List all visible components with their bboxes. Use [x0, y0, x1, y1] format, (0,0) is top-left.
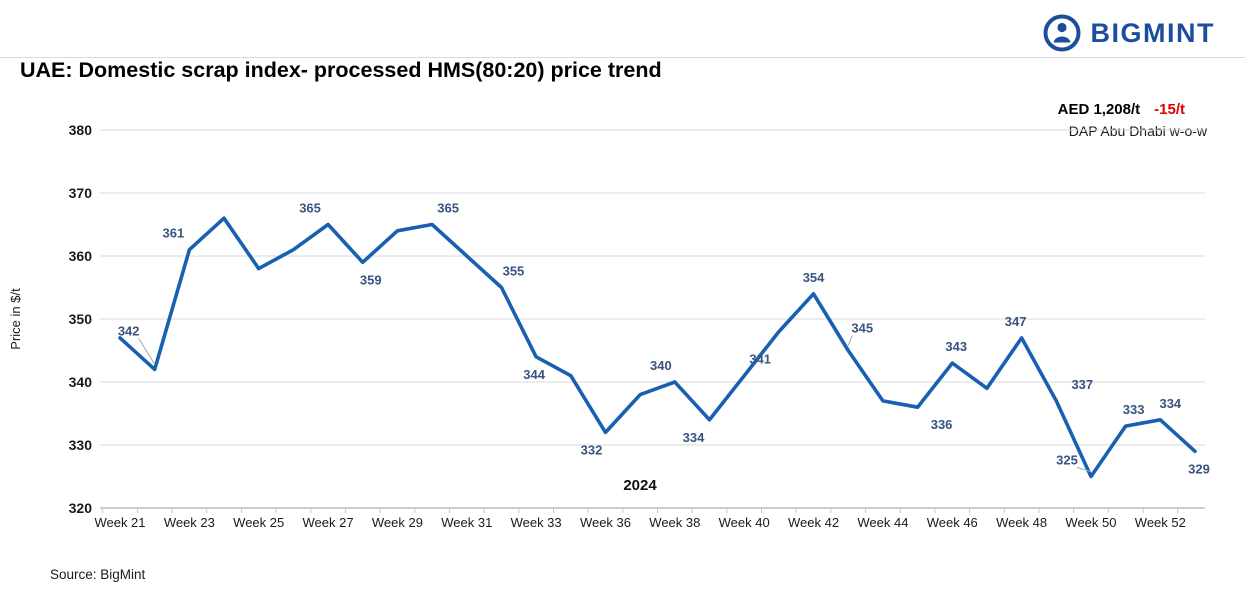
- aed-price: AED 1,208/t: [1057, 101, 1141, 118]
- label-leader-line: [1076, 467, 1092, 472]
- x-axis-tick-label: Week 44: [857, 515, 908, 530]
- x-axis-tick-label: Week 40: [719, 515, 770, 530]
- y-axis-tick-label: 360: [69, 248, 93, 264]
- x-axis-tick-label: Week 31: [441, 515, 492, 530]
- x-axis-year-label: 2024: [623, 477, 657, 494]
- x-axis-tick-label: Week 25: [233, 515, 284, 530]
- data-point-label: 344: [523, 367, 545, 382]
- y-axis-tick-label: 380: [69, 122, 93, 138]
- x-axis-tick-label: Week 50: [1065, 515, 1116, 530]
- x-axis-tick-label: Week 27: [303, 515, 354, 530]
- price-trend-chart: 320 330 340 350 360 370 380 Week 21 Week 23 Week …: [8, 122, 1210, 530]
- data-point-label: 333: [1123, 402, 1145, 417]
- x-axis-tick-label: Week 23: [164, 515, 215, 530]
- data-point-label: 359: [360, 272, 382, 287]
- label-leader-line: [138, 338, 156, 365]
- data-point-label: 365: [437, 201, 459, 216]
- y-axis-tick-label: 350: [69, 311, 93, 327]
- x-axis-tick-label: Week 48: [996, 515, 1047, 530]
- x-axis-tick-label: Week 46: [927, 515, 978, 530]
- data-point-label: 345: [851, 321, 873, 336]
- x-axis-tick-label: Week 38: [649, 515, 700, 530]
- x-axis-tick-label: Week 21: [94, 515, 145, 530]
- x-axis-tick-label: Week 33: [511, 515, 562, 530]
- bigmint-logo-icon: [1043, 14, 1080, 52]
- bigmint-logo: BIGMINT: [1042, 13, 1216, 53]
- price-line: AED 1,208/t -15/t: [1058, 101, 1207, 118]
- price-trend-line: [118, 216, 1197, 479]
- data-point-label: 340: [650, 358, 672, 373]
- y-axis-tick-label: 370: [69, 185, 93, 201]
- data-point-label: 325: [1056, 453, 1078, 468]
- wow-change: -15/t: [1154, 101, 1185, 118]
- data-point-label: 334: [683, 430, 705, 445]
- price-basis: DAP Abu Dhabi w-o-w: [1068, 123, 1207, 139]
- x-axis-tick-label: Week 52: [1135, 515, 1186, 530]
- y-axis-tick-label: 340: [69, 374, 93, 390]
- source-note: Source: BigMint: [50, 567, 146, 582]
- x-axis-tick-label: Week 42: [788, 515, 839, 530]
- data-point-label: 342: [118, 323, 140, 338]
- x-axis-tick-label: Week 29: [372, 515, 423, 530]
- data-point-label: 361: [163, 226, 185, 241]
- y-axis-title: Price in $/t: [8, 288, 23, 350]
- label-leader-line: [847, 335, 853, 346]
- data-point-label: 341: [749, 352, 771, 367]
- data-point-label: 329: [1188, 461, 1210, 476]
- data-point-label: 355: [503, 264, 525, 279]
- header-divider: [0, 57, 1245, 58]
- y-axis-tick-label: 330: [69, 437, 93, 453]
- data-point-label: 354: [803, 270, 825, 285]
- data-point-label: 337: [1071, 377, 1093, 392]
- data-point-label: 347: [1005, 314, 1027, 329]
- brand-name: BIGMINT: [1090, 17, 1215, 48]
- y-axis-tick-label: 320: [69, 500, 93, 516]
- price-annotation: AED 1,208/t -15/t DAP Abu Dhabi w-o-w: [1058, 101, 1207, 139]
- x-axis-tick-label: Week 36: [580, 515, 631, 530]
- data-point-label: 334: [1159, 396, 1181, 411]
- data-point-label: 332: [581, 442, 603, 457]
- data-point-label: 336: [931, 417, 953, 432]
- chart-title: UAE: Domestic scrap index- processed HMS…: [20, 58, 662, 82]
- data-point-label: 343: [945, 339, 967, 354]
- data-point-label: 365: [299, 201, 321, 216]
